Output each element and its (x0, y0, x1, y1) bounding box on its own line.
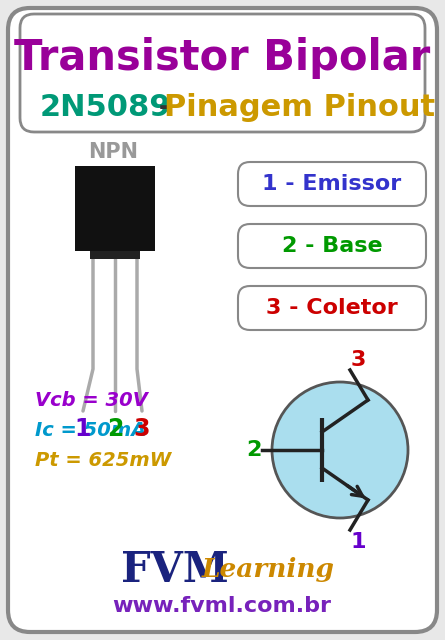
Text: -: - (148, 93, 182, 122)
Text: FVM: FVM (121, 549, 229, 591)
Text: 3: 3 (134, 417, 150, 441)
FancyBboxPatch shape (75, 166, 155, 251)
Text: 2: 2 (107, 417, 123, 441)
Text: 3 - Coletor: 3 - Coletor (266, 298, 398, 318)
FancyBboxPatch shape (238, 224, 426, 268)
FancyBboxPatch shape (238, 286, 426, 330)
Text: www.fvml.com.br: www.fvml.com.br (113, 596, 332, 616)
Text: Pt = 625mW: Pt = 625mW (35, 451, 171, 470)
Circle shape (272, 382, 408, 518)
Text: 3: 3 (350, 350, 366, 370)
FancyBboxPatch shape (90, 251, 140, 259)
Text: 2: 2 (247, 440, 262, 460)
Text: 1: 1 (350, 532, 366, 552)
Text: 1: 1 (75, 417, 91, 441)
Text: Learning: Learning (202, 557, 335, 582)
FancyBboxPatch shape (8, 8, 437, 632)
FancyBboxPatch shape (238, 162, 426, 206)
Text: Pinagem Pinout: Pinagem Pinout (165, 93, 436, 122)
Text: NPN: NPN (88, 142, 138, 162)
Text: Ic = 50mA: Ic = 50mA (35, 420, 146, 440)
FancyBboxPatch shape (20, 14, 425, 132)
Text: 1 - Emissor: 1 - Emissor (263, 174, 402, 194)
Text: 2N5089: 2N5089 (39, 93, 171, 122)
Text: Vcb = 30V: Vcb = 30V (35, 390, 148, 410)
Text: 2 - Base: 2 - Base (282, 236, 382, 256)
Text: Transistor Bipolar: Transistor Bipolar (14, 37, 430, 79)
